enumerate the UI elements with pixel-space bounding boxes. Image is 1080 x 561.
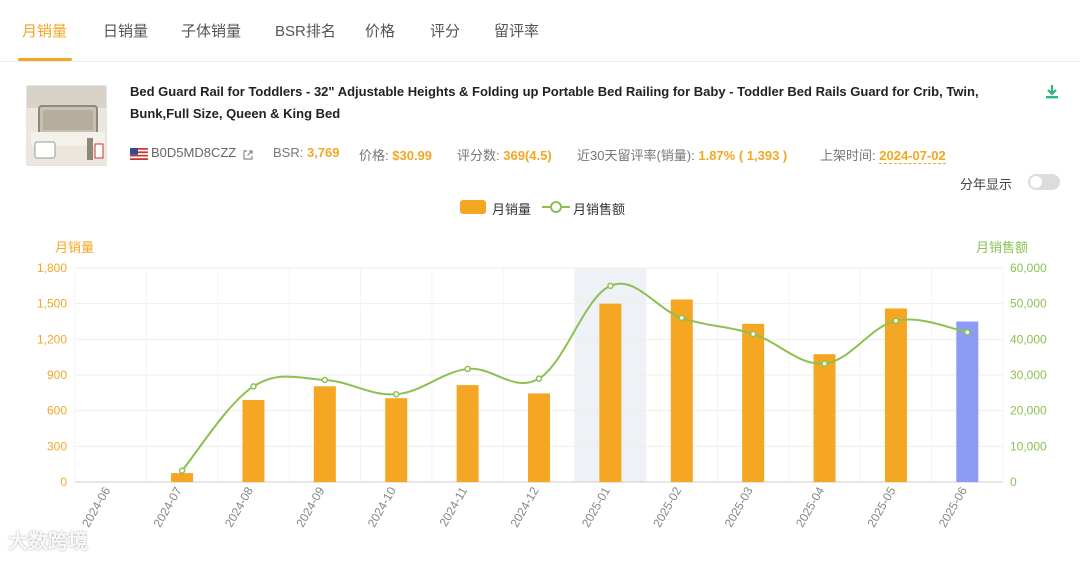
x-tick-label: 2025-06 <box>936 484 970 529</box>
x-tick-label: 2024-10 <box>365 484 399 529</box>
bar <box>242 399 265 482</box>
left-tick-label: 1,800 <box>37 261 67 275</box>
line-point <box>392 391 400 398</box>
legend-bar-swatch[interactable] <box>460 200 486 214</box>
x-tick-label: 2024-12 <box>507 484 541 529</box>
line-point <box>535 375 543 382</box>
toggle-knob <box>1030 176 1042 188</box>
line-point <box>178 467 186 474</box>
us-flag-icon <box>130 148 148 160</box>
line-point <box>250 383 257 390</box>
left-tick-label: 600 <box>47 404 67 418</box>
product-title[interactable]: Bed Guard Rail for Toddlers - 32" Adjust… <box>130 84 979 121</box>
right-tick-label: 50,000 <box>1010 297 1047 311</box>
review-rate-info: 近30天留评率(销量): 1.87% ( 1,393 ) <box>577 148 788 163</box>
bsr-info: BSR: 3,769 <box>273 145 340 160</box>
bar <box>171 473 194 482</box>
legend-bar-label[interactable]: 月销量 <box>492 202 532 217</box>
x-tick-label: 2024-11 <box>437 484 471 529</box>
tab-review-rate[interactable]: 留评率 <box>494 23 540 40</box>
tab-bar: 月销量 日销量 子体销量 BSR排名 价格 评分 留评率 <box>0 0 1080 62</box>
left-tick-label: 1,200 <box>37 332 67 346</box>
tab-price[interactable]: 价格 <box>365 23 396 40</box>
legend-line-label[interactable]: 月销售额 <box>573 202 626 217</box>
watermark: 大数跨境 <box>8 531 88 553</box>
listed-date-info: 上架时间: 2024-07-02 <box>820 148 946 164</box>
tab-daily-sales[interactable]: 日销量 <box>103 23 149 40</box>
bar <box>528 393 550 482</box>
line-point <box>321 376 329 384</box>
right-tick-label: 10,000 <box>1010 439 1047 453</box>
bar <box>670 299 693 482</box>
x-tick-label: 2024-07 <box>151 484 185 529</box>
rating-info: 评分数: 369(4.5) <box>457 148 552 163</box>
bar <box>313 386 336 482</box>
download-icon[interactable] <box>1044 84 1060 100</box>
left-tick-label: 0 <box>60 475 67 489</box>
sales-chart[interactable]: 0 0 300 10,000 600 20,000 900 30,000 1,200 40,000… <box>0 250 1080 561</box>
year-toggle-label: 分年显示 <box>960 177 1013 192</box>
bar <box>813 354 836 482</box>
legend-line-swatch[interactable] <box>540 198 572 216</box>
x-tick-label: 2025-05 <box>864 484 898 529</box>
x-tick-label: 2025-03 <box>722 484 756 529</box>
bar <box>456 385 479 482</box>
right-axis-title: 月销售额 <box>976 240 1029 255</box>
line-point <box>964 328 971 336</box>
bar <box>884 308 907 482</box>
line-point <box>821 360 828 367</box>
x-tick-label: 2025-01 <box>579 484 613 529</box>
right-tick-label: 40,000 <box>1010 332 1047 346</box>
right-tick-label: 60,000 <box>1010 261 1047 275</box>
asin[interactable]: B0D5MD8CZZ <box>151 145 237 160</box>
tab-variant-sales[interactable]: 子体销量 <box>181 23 242 40</box>
right-tick-label: 0 <box>1010 475 1017 489</box>
left-axis-title: 月销量 <box>55 240 95 255</box>
active-tab-indicator <box>18 58 72 61</box>
bar <box>599 303 622 482</box>
line-point <box>749 330 757 338</box>
year-toggle-switch[interactable] <box>1028 174 1060 190</box>
left-tick-label: 300 <box>47 439 67 453</box>
product-thumbnail[interactable] <box>26 85 107 166</box>
left-tick-label: 1,500 <box>37 297 67 311</box>
line-point <box>607 282 614 290</box>
line-point <box>464 365 471 373</box>
external-link-icon[interactable] <box>242 149 254 161</box>
bar <box>385 398 408 482</box>
x-tick-label: 2024-08 <box>222 484 256 529</box>
bar <box>742 323 765 482</box>
tab-rating[interactable]: 评分 <box>430 23 461 40</box>
tab-bsr-rank[interactable]: BSR排名 <box>275 23 336 40</box>
x-tick-label: 2024-06 <box>79 484 113 529</box>
price-info: 价格: $30.99 <box>359 148 433 163</box>
line-point <box>892 317 900 325</box>
left-tick-label: 900 <box>47 368 67 382</box>
tab-monthly-sales[interactable]: 月销量 <box>22 23 68 40</box>
x-tick-label: 2025-02 <box>650 484 684 529</box>
x-tick-label: 2025-04 <box>793 484 827 529</box>
line-point <box>678 314 686 322</box>
bar <box>956 321 979 482</box>
right-tick-label: 30,000 <box>1010 368 1047 382</box>
x-tick-label: 2024-09 <box>293 484 327 529</box>
right-tick-label: 20,000 <box>1010 404 1047 418</box>
